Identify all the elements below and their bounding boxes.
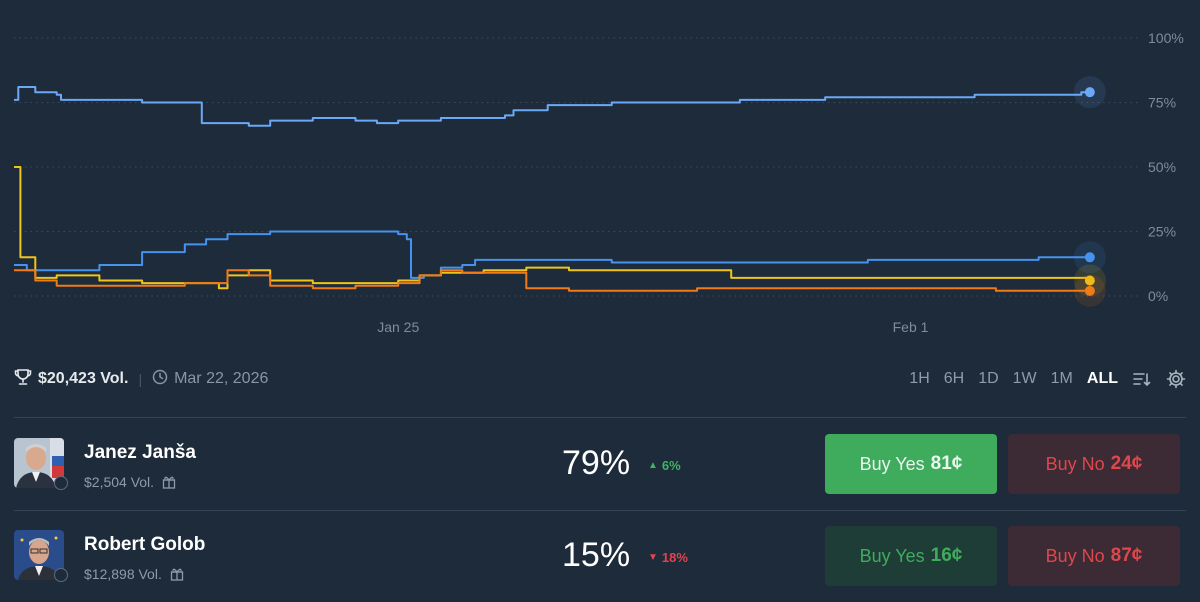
y-tick-label: 75% bbox=[1148, 95, 1176, 111]
range-6h-button[interactable]: 6H bbox=[943, 370, 965, 387]
candidate-volume: $12,898 Vol. bbox=[84, 566, 184, 582]
change-badge: ▼ 18% bbox=[648, 550, 688, 565]
candidate-volume: $2,504 Vol. bbox=[84, 474, 176, 490]
series-line-1 bbox=[14, 86, 1090, 127]
avatar bbox=[14, 530, 64, 580]
y-tick-label: 100% bbox=[1148, 30, 1184, 46]
range-1d-button[interactable]: 1D bbox=[978, 370, 999, 387]
candidate-name: Robert Golob bbox=[84, 534, 206, 555]
sort-icon[interactable] bbox=[1132, 370, 1152, 388]
candidate-name: Janez Janša bbox=[84, 442, 196, 463]
price-history-chart: 100% 75% 50% 25% 0% Jan 25 Feb 1 bbox=[0, 0, 1200, 345]
total-volume: $20,423 Vol. bbox=[38, 370, 129, 387]
range-1w-button[interactable]: 1W bbox=[1012, 370, 1037, 387]
buy-no-label: Buy No bbox=[1045, 545, 1105, 566]
series-line-2 bbox=[14, 230, 1090, 279]
x-tick-label: Jan 25 bbox=[377, 319, 419, 335]
series-line-3 bbox=[14, 166, 1091, 290]
gift-icon[interactable] bbox=[170, 567, 184, 581]
avatar bbox=[14, 438, 64, 488]
avatar-badge bbox=[54, 476, 68, 490]
market-stats-bar: $20,423 Vol. | Mar 22, 2026 1H 6H 1D 1W … bbox=[14, 366, 1186, 392]
avatar-badge bbox=[54, 568, 68, 582]
buy-no-label: Buy No bbox=[1045, 453, 1105, 474]
buy-yes-price: 16¢ bbox=[930, 545, 963, 566]
divider bbox=[14, 510, 1186, 511]
trophy-icon bbox=[14, 368, 32, 391]
gear-icon[interactable] bbox=[1166, 369, 1186, 389]
buy-no-price: 87¢ bbox=[1110, 545, 1143, 566]
range-1h-button[interactable]: 1H bbox=[909, 370, 930, 387]
volume-stat: $20,423 Vol. bbox=[14, 368, 128, 391]
triangle-down-icon: ▼ bbox=[648, 552, 658, 563]
candidate-volume-text: $2,504 Vol. bbox=[84, 474, 155, 490]
y-tick-label: 50% bbox=[1148, 159, 1176, 175]
series-end-point-2 bbox=[1084, 252, 1095, 263]
buy-no-button[interactable]: Buy No 24¢ bbox=[1008, 434, 1180, 494]
y-tick-label: 0% bbox=[1148, 288, 1168, 304]
series-line-4 bbox=[14, 269, 1090, 292]
chart-canvas[interactable]: 100% 75% 50% 25% 0% Jan 25 Feb 1 bbox=[0, 0, 1200, 345]
y-tick-label: 25% bbox=[1148, 224, 1176, 240]
buy-yes-button[interactable]: Buy Yes 16¢ bbox=[825, 526, 997, 586]
buy-yes-label: Buy Yes bbox=[859, 453, 925, 474]
change-badge: ▲ 6% bbox=[648, 458, 681, 473]
range-1m-button[interactable]: 1M bbox=[1050, 370, 1073, 387]
time-range-selector: 1H 6H 1D 1W 1M ALL bbox=[895, 369, 1186, 389]
series-end-point-1 bbox=[1084, 87, 1095, 98]
outcome-row-golob[interactable]: Robert Golob $12,898 Vol. 15% ▼ 18% Buy … bbox=[14, 510, 1186, 602]
probability: 15% bbox=[562, 536, 631, 574]
divider bbox=[14, 417, 1186, 418]
triangle-up-icon: ▲ bbox=[648, 460, 658, 471]
stats-separator: | bbox=[138, 371, 143, 387]
buy-yes-label: Buy Yes bbox=[859, 545, 925, 566]
gift-icon[interactable] bbox=[162, 475, 176, 489]
buy-yes-button[interactable]: Buy Yes 81¢ bbox=[825, 434, 997, 494]
outcome-row-jansa[interactable]: Janez Janša $2,504 Vol. 79% ▲ 6% Buy Yes… bbox=[14, 418, 1186, 510]
probability: 79% bbox=[562, 444, 631, 482]
series-end-point-3 bbox=[1084, 275, 1095, 286]
end-date: Mar 22, 2026 bbox=[174, 370, 269, 387]
buy-no-price: 24¢ bbox=[1110, 453, 1143, 474]
change-value: 18% bbox=[661, 550, 688, 565]
change-value: 6% bbox=[661, 458, 681, 473]
end-date-stat: Mar 22, 2026 bbox=[152, 369, 268, 390]
clock-icon bbox=[152, 369, 168, 390]
buy-yes-price: 81¢ bbox=[930, 453, 963, 474]
candidate-volume-text: $12,898 Vol. bbox=[84, 566, 162, 582]
buy-no-button[interactable]: Buy No 87¢ bbox=[1008, 526, 1180, 586]
range-all-button[interactable]: ALL bbox=[1086, 370, 1118, 387]
x-tick-label: Feb 1 bbox=[893, 319, 929, 335]
series-end-point-4 bbox=[1084, 285, 1095, 296]
